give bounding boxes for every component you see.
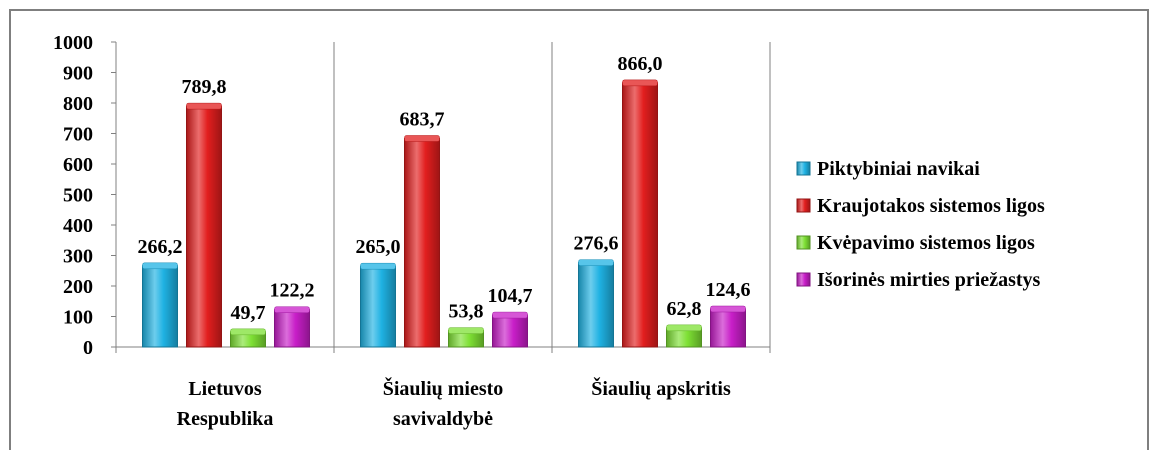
legend-swatch [796, 161, 811, 176]
bar-4 [274, 309, 310, 348]
bar-1 [142, 265, 178, 348]
y-tick-label: 800 [63, 93, 93, 115]
bar-4 [492, 314, 528, 348]
bar-data-label: 104,7 [488, 285, 533, 307]
y-tick-label: 100 [63, 307, 93, 329]
bar-4 [710, 308, 746, 348]
bar-top-cap [360, 262, 396, 270]
bar-top-cap [142, 262, 178, 270]
bar-top-cap [448, 327, 484, 334]
bar-2 [622, 82, 658, 348]
y-tick-label: 0 [83, 337, 93, 359]
bars-layer [142, 79, 746, 348]
y-tick-label: 700 [63, 124, 93, 146]
legend-label: Kraujotakos sistemos ligos [817, 195, 1045, 217]
bar-data-label: 789,8 [182, 76, 227, 98]
bar-data-label: 53,8 [449, 301, 484, 323]
bar-2 [404, 137, 440, 348]
legend-label: Išorinės mirties priežastys [817, 269, 1041, 291]
y-tick-label: 900 [63, 63, 93, 85]
y-tick-label: 600 [63, 154, 93, 176]
y-tick-label: 300 [63, 246, 93, 268]
bar-data-label: 866,0 [618, 53, 663, 75]
bar-top-cap [230, 328, 266, 336]
bar-data-label: 122,2 [270, 280, 315, 302]
legend-layer: Piktybiniai navikai Kraujotakos sistemos … [796, 158, 1045, 291]
bar-top-cap [404, 135, 440, 142]
x-category-label: Šiaulių apskritis [591, 376, 731, 400]
x-category-label-line: Šiaulių miesto [383, 376, 504, 400]
y-tick-label: 500 [63, 185, 93, 207]
x-category-label-line: Šiaulių apskritis [591, 376, 731, 400]
bar-data-label: 683,7 [400, 108, 445, 130]
bar-data-label: 49,7 [231, 302, 266, 324]
bar-top-cap [666, 324, 702, 332]
legend-swatch [796, 235, 811, 250]
bar-data-label: 124,6 [706, 279, 751, 301]
bar-top-cap [492, 311, 528, 319]
chart-svg: 0 100 200 300 400 500 600 700 800 900 1000 Lietuvos… [53, 32, 1045, 430]
bar-top-cap [578, 259, 614, 266]
axes-layer: 0 100 200 300 400 500 600 700 800 900 1000 Lietuvos… [53, 32, 771, 430]
bar-top-cap [710, 305, 746, 313]
legend-swatch [796, 198, 811, 213]
bar-data-label: 266,2 [138, 236, 183, 258]
x-category-label: Šiaulių miesto savivaldybė [383, 376, 504, 430]
legend-label: Kvėpavimo sistemos ligos [817, 232, 1035, 254]
bar-data-label: 62,8 [667, 298, 702, 320]
bar-top-cap [186, 102, 222, 110]
legend-swatch [796, 272, 811, 287]
bar-top-cap [274, 306, 310, 313]
legend-label: Piktybiniai navikai [817, 158, 980, 180]
bar-top-cap [622, 79, 658, 87]
x-category-label-line: Respublika [177, 408, 274, 430]
chart-frame: 0 100 200 300 400 500 600 700 800 900 1000 Lietuvos… [9, 9, 1149, 450]
y-tick-label: 400 [63, 215, 93, 237]
bar-2 [186, 105, 222, 348]
x-category-label-line: savivaldybė [393, 408, 493, 430]
y-tick-label: 200 [63, 276, 93, 298]
y-tick-label: 1000 [53, 32, 93, 54]
bar-data-label: 276,6 [574, 233, 619, 255]
bar-data-label: 265,0 [356, 236, 401, 258]
x-category-label: Lietuvos Respublika [177, 378, 274, 430]
bar-1 [578, 262, 614, 348]
x-category-label-line: Lietuvos [188, 378, 262, 400]
bar-1 [360, 265, 396, 348]
